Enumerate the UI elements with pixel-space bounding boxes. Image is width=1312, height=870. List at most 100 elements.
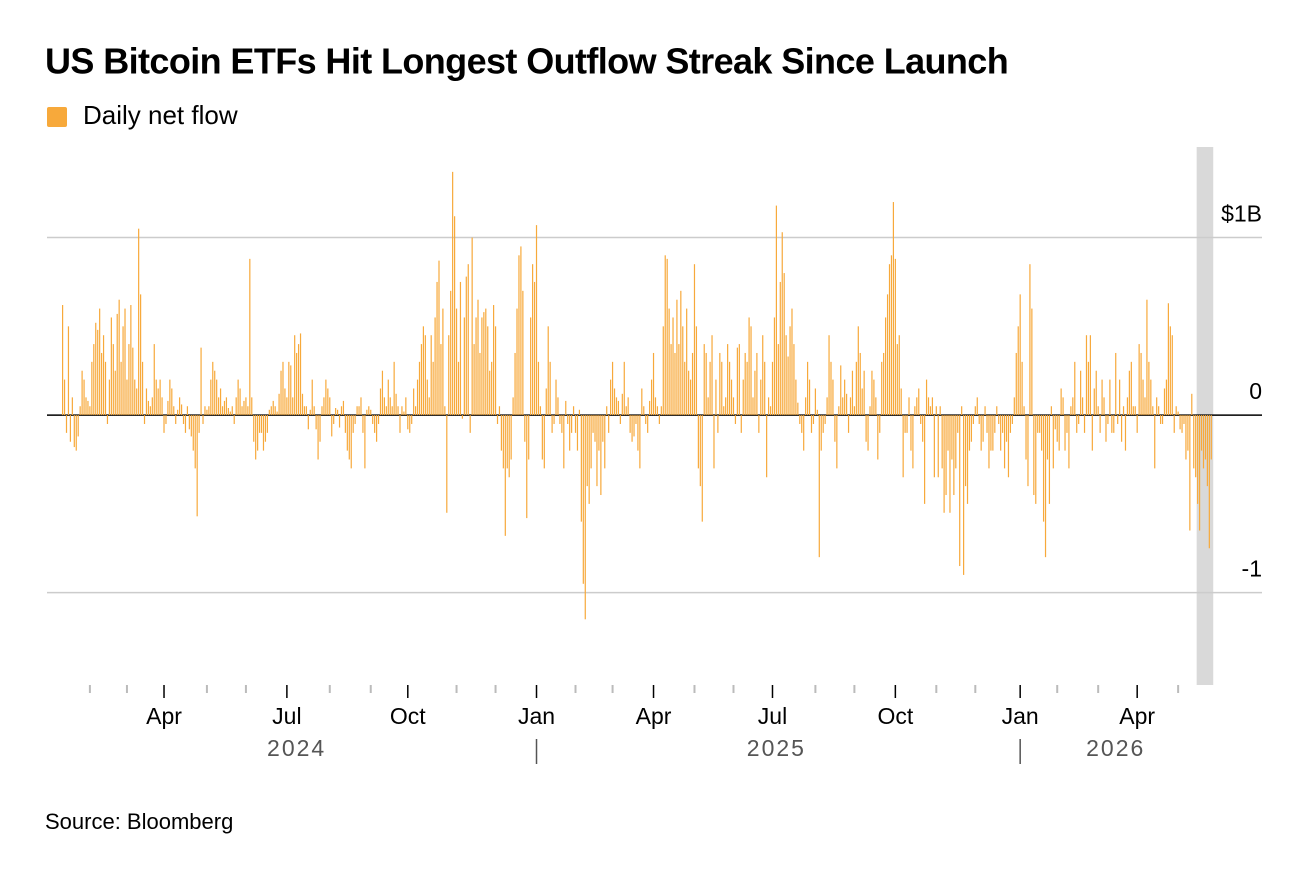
bar	[1210, 415, 1212, 460]
source: Source: Bloomberg	[45, 809, 233, 834]
bar	[865, 415, 867, 442]
bar	[198, 415, 200, 433]
bar	[1159, 415, 1162, 424]
bar	[592, 415, 594, 433]
bar	[360, 397, 362, 416]
bar	[1101, 379, 1103, 416]
x-tick-label: Jul	[758, 703, 787, 729]
bar	[405, 397, 407, 416]
bar	[656, 406, 659, 416]
bar	[885, 317, 887, 416]
bar	[530, 317, 532, 416]
bar	[631, 415, 633, 442]
bar	[118, 299, 120, 416]
bar	[327, 388, 329, 416]
bar	[1171, 335, 1173, 416]
bar	[247, 406, 249, 416]
bar	[124, 308, 126, 416]
bar	[727, 344, 729, 416]
bar	[303, 406, 306, 416]
bar	[1017, 326, 1019, 416]
bar	[982, 415, 984, 442]
bar	[395, 393, 397, 416]
bar	[535, 225, 538, 416]
bar	[508, 415, 510, 478]
bar	[1080, 370, 1082, 416]
bar	[918, 388, 920, 416]
bar	[730, 379, 733, 416]
bar	[358, 406, 360, 416]
bar	[766, 415, 768, 478]
bar	[157, 388, 159, 416]
bar	[1002, 415, 1004, 433]
x-tick-label: Oct	[877, 703, 913, 729]
bar	[844, 379, 846, 416]
bar	[602, 415, 604, 442]
bar	[1120, 415, 1123, 442]
bar	[1003, 415, 1006, 469]
bar	[879, 415, 881, 433]
bar	[204, 406, 206, 416]
bar	[818, 415, 820, 558]
legend-label: Daily net flow	[83, 100, 238, 130]
bar	[93, 344, 95, 416]
bar	[732, 397, 735, 416]
bar	[1161, 415, 1164, 424]
bar	[994, 415, 996, 433]
bar	[461, 415, 464, 419]
bar	[964, 415, 967, 487]
bar	[793, 344, 795, 416]
bar	[483, 312, 485, 416]
bar	[331, 415, 333, 437]
bar	[1083, 415, 1086, 433]
bar	[847, 415, 850, 433]
bar	[489, 370, 491, 416]
bar	[175, 415, 177, 424]
bar	[845, 393, 848, 416]
bar	[775, 205, 777, 416]
bar	[430, 335, 432, 416]
bar	[701, 415, 703, 522]
bar	[652, 352, 655, 416]
bar	[1039, 415, 1041, 433]
bar	[814, 388, 816, 416]
bar	[863, 370, 865, 416]
bar	[914, 406, 916, 416]
bar	[988, 415, 990, 469]
bar	[370, 409, 372, 416]
bar	[832, 379, 834, 416]
bar	[1132, 406, 1134, 416]
bar	[258, 415, 261, 433]
bar	[1146, 299, 1148, 416]
bar	[112, 344, 114, 416]
bar	[945, 415, 947, 496]
bar	[214, 370, 216, 416]
bar	[584, 415, 586, 620]
bar	[116, 313, 118, 416]
x-tick-label: Apr	[636, 703, 672, 729]
bar	[436, 281, 438, 416]
bar	[635, 415, 637, 424]
bar	[284, 388, 286, 416]
bar	[906, 415, 908, 433]
bar	[902, 415, 904, 478]
bar	[610, 379, 612, 416]
bar	[159, 379, 161, 416]
bar	[664, 255, 666, 416]
bar	[1204, 415, 1207, 460]
bar	[294, 335, 296, 416]
bar	[888, 264, 891, 416]
bar	[212, 361, 214, 416]
bar	[565, 400, 567, 416]
bar	[908, 397, 910, 416]
bar	[695, 326, 698, 416]
bar	[611, 361, 614, 416]
bar	[769, 406, 772, 416]
bar	[399, 415, 401, 433]
bar	[806, 361, 809, 416]
bar	[787, 356, 789, 416]
bar	[873, 379, 875, 416]
bar	[894, 258, 896, 416]
bar	[1111, 415, 1113, 433]
bar	[974, 406, 976, 416]
